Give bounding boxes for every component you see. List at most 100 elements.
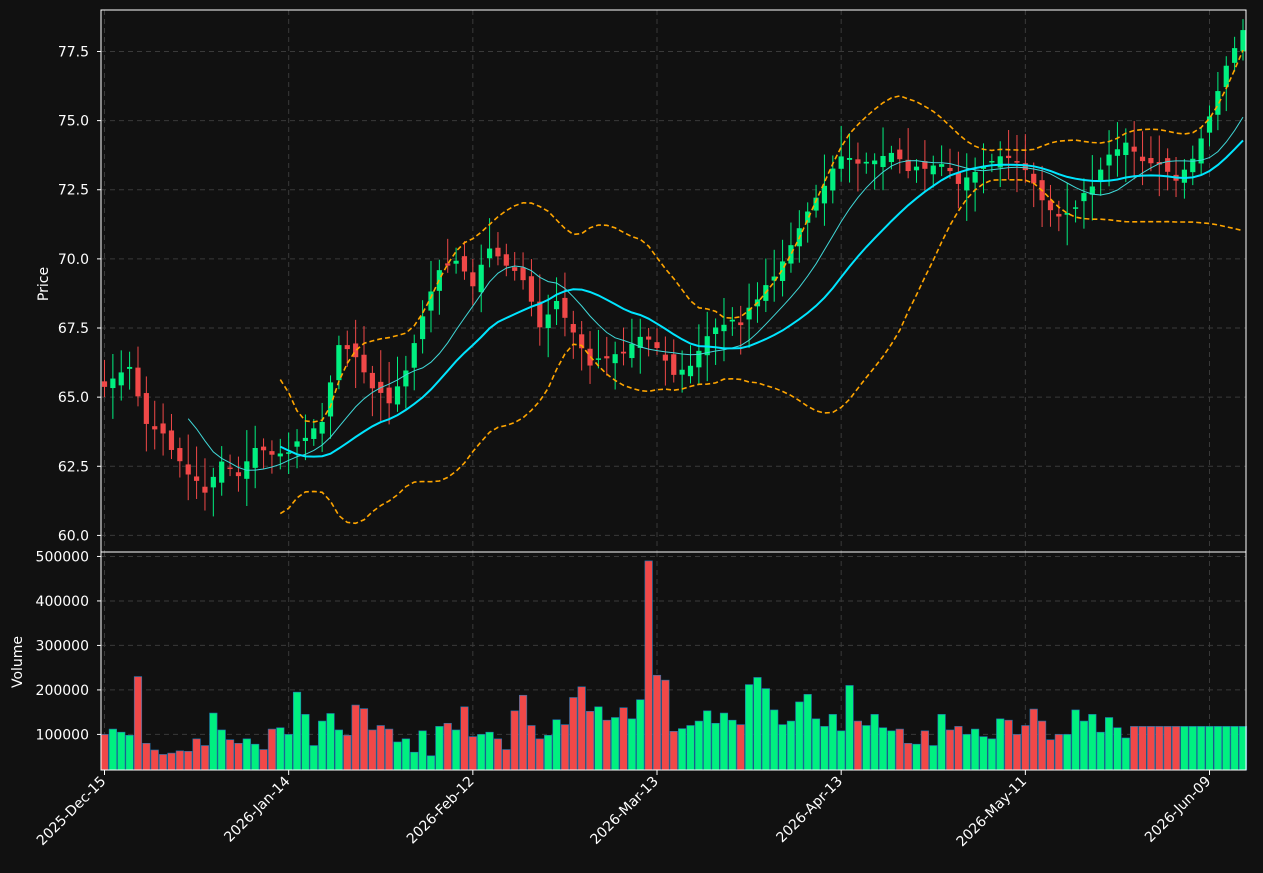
volume-bar [535,738,544,771]
candle-body [813,197,819,211]
volume-bar [309,745,318,771]
volume-bar [326,713,335,771]
volume-bar [920,730,929,771]
candle-body [713,327,719,335]
volume-bar [853,720,862,771]
candle-body [880,155,886,168]
candle-body [1123,142,1129,156]
candle-body [579,334,585,349]
volume-bar [468,736,477,771]
volume-bar [418,730,427,771]
volume-bar [929,745,938,771]
lower-band-line [279,179,1244,525]
candle-body [478,264,484,293]
candle-body [537,301,543,328]
candle-body [629,343,635,359]
candle-body [152,426,158,430]
volume-bar [778,724,787,771]
volume-bar [761,688,770,771]
volume-bar [1104,717,1114,771]
volume-bar [359,708,369,771]
volume-bar [510,710,519,771]
candle-body [997,156,1003,168]
candle-body [361,354,367,373]
candle-body [654,342,660,348]
volume-bar [652,674,662,771]
volume-bar [820,726,829,771]
volume-bar [636,699,645,771]
candle-body [227,467,233,470]
volume-bar [242,738,251,771]
volume-bar [133,676,143,771]
candle-body [403,370,409,387]
candle-body [1056,213,1062,217]
volume-bar [292,691,302,771]
price-axis-label: Price [36,267,52,301]
candle-body [846,157,853,160]
candle-body [336,345,342,381]
volume-bar [736,724,745,771]
volume-bar [259,749,268,771]
volume-bar [1029,708,1038,771]
volume-bar [845,685,854,771]
volume-bar [661,679,670,771]
candle-body [520,267,526,281]
volume-bar [1079,720,1089,771]
volume-bar [552,719,561,771]
candle-body [202,486,208,493]
volume-bar [301,714,310,771]
volume-bar [251,743,260,771]
volume-bar [226,739,235,771]
candle-body [1139,156,1146,162]
volume-bar [619,707,628,771]
volume-bar [1096,731,1105,771]
fast-moving-average-line [187,116,1244,471]
volume-bar [728,719,737,771]
candle-body [830,168,836,191]
volume-bar [803,694,812,771]
candle-body [168,430,175,450]
candle-body [738,322,744,326]
volume-bar [385,728,394,771]
volume-bar [443,722,452,771]
candle-body [1064,213,1070,215]
volume-axis-label: Volume [10,636,26,688]
volume-bar [669,730,678,771]
volume-bar [1113,727,1122,771]
price-tick-label: 75.0 [58,114,89,130]
volume-bar [945,729,955,771]
volume-bar [1197,726,1206,771]
candle-body [1089,186,1095,195]
candle-body [788,245,794,264]
volume-panel-frame [100,551,1247,771]
volume-bar [477,734,486,771]
candle-body [897,149,903,160]
candle-body [955,172,961,184]
volume-bar [870,714,879,771]
candle-body [1106,154,1112,166]
candle-body [1165,158,1171,172]
candle-body [1232,48,1238,63]
candle-body [687,365,694,377]
volume-bar [686,725,695,771]
volume-bar [217,729,226,771]
candle-body [503,254,509,266]
volume-panel [100,560,1248,771]
candle-body [595,358,602,360]
volume-bar [1038,720,1047,771]
candle-body [1215,91,1221,115]
volume-bar [786,720,796,771]
candle-body [269,451,275,455]
candle-body [980,166,987,169]
candle-body [821,185,828,204]
candle-body [553,300,560,310]
candle-body [302,437,309,441]
volume-bar [703,710,712,771]
volume-bar [962,734,971,771]
volume-bar [694,720,703,771]
candle-body [662,354,668,361]
candle-body [696,350,702,368]
volume-bar [318,720,327,771]
volume-bar [460,706,469,771]
candle-body [746,307,752,320]
